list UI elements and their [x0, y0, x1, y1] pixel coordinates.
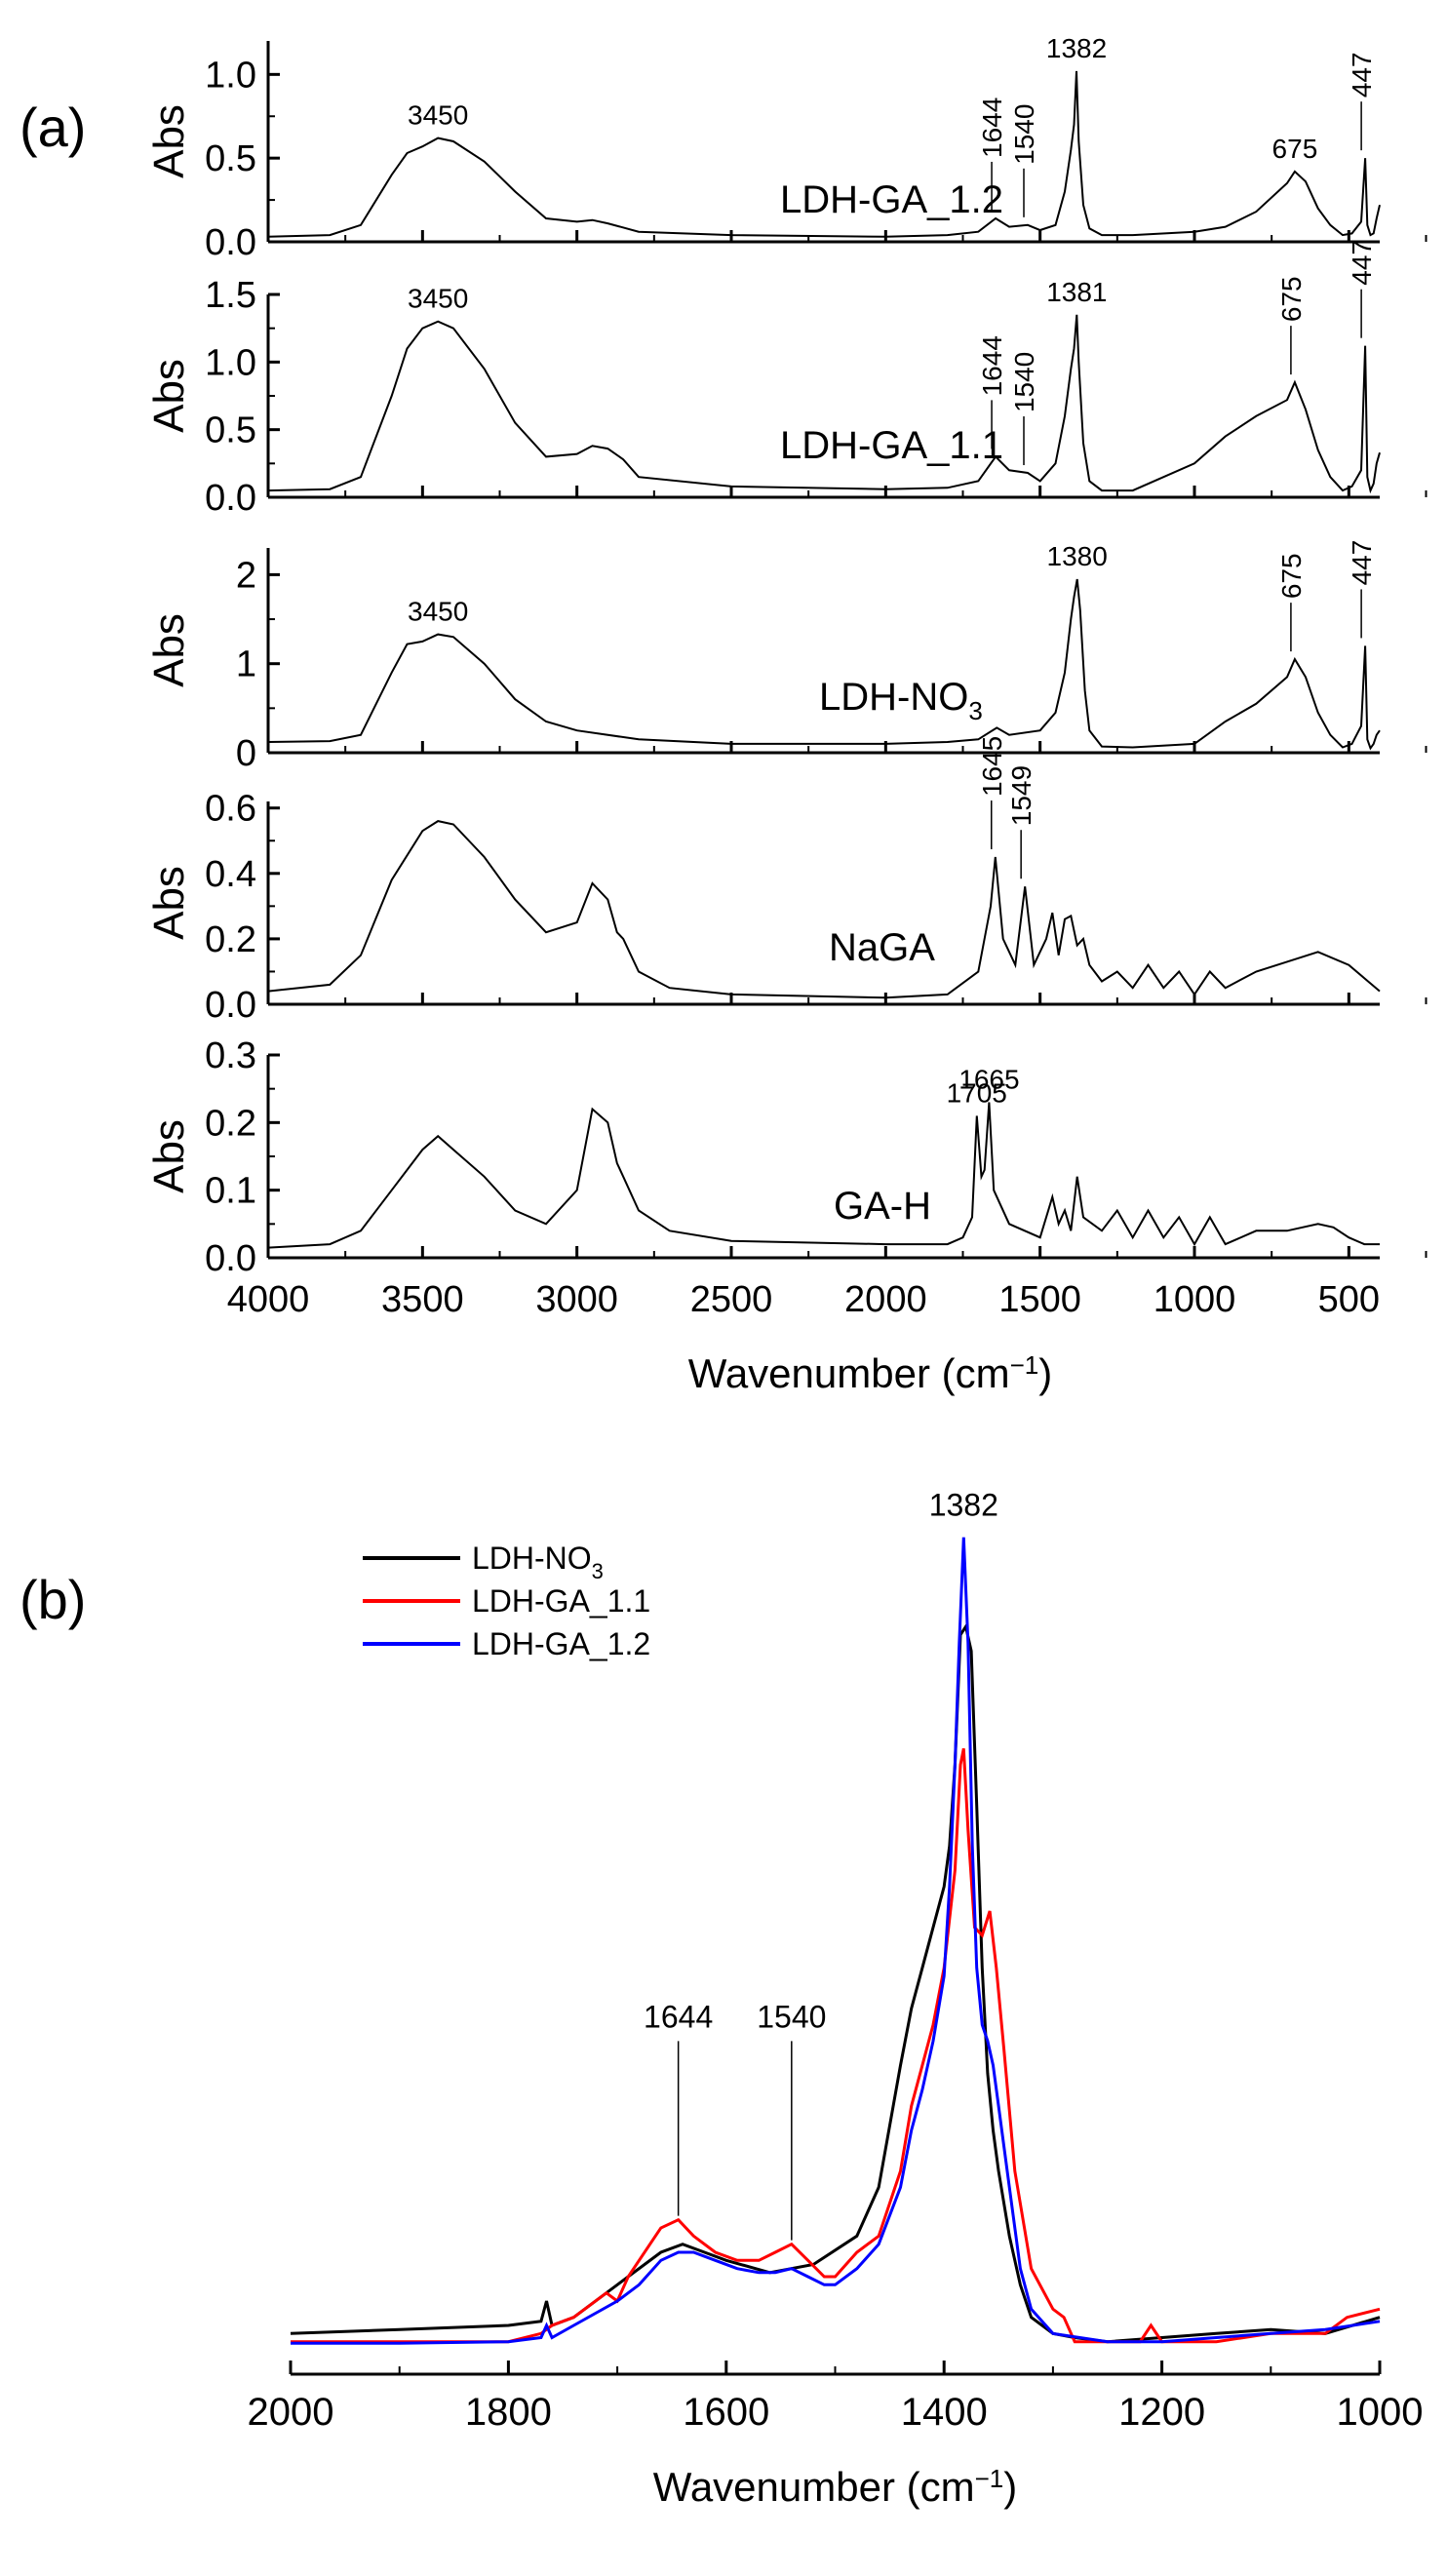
peak-label: 3450 [408, 597, 468, 627]
panel-a-x-axis: 4000 3500 3000 2500 2000 1500 1000 500 Wavenumbe… [227, 1279, 1380, 1396]
y-tick-label: 0.0 [205, 1238, 256, 1279]
y-tick-label: 0.5 [205, 410, 256, 451]
x-tick-label: 1200 [1118, 2391, 1205, 2434]
spectrum-line [267, 314, 1381, 494]
legend-label: LDH-GA_1.2 [472, 1626, 650, 1661]
y-tick-label: 0.0 [205, 478, 256, 519]
subplot-ldh-ga-1-1: 0.0 0.5 1.0 1.5 Abs LDH-GA_1.1 3450 1644 1540 138… [145, 240, 1427, 519]
peak-label: 1645 [977, 736, 1007, 797]
y-axis-label: Abs [145, 866, 193, 940]
series-line-ldh-ga-1-2 [291, 1537, 1381, 2345]
x-tick-label: 1000 [1337, 2391, 1424, 2434]
peak-label: 1382 [1046, 33, 1107, 63]
spectrum-line [267, 70, 1381, 238]
x-tick-label: 4000 [227, 1279, 310, 1320]
y-axis-label: Abs [145, 359, 193, 433]
sample-label: LDH-NO3 [819, 676, 983, 725]
peak-label: 1705 [947, 1077, 1007, 1108]
y-tick-label: 1.5 [205, 275, 256, 316]
panel-b: 2000 1800 1600 1400 1200 1000 Wavenumber (cm−1… [248, 1488, 1424, 2510]
sample-label: NaGA [829, 926, 935, 969]
peak-label: 675 [1276, 276, 1307, 322]
series-line-ldh-no3 [290, 1622, 1381, 2344]
x-tick-label: 3500 [381, 1279, 464, 1320]
peak-label: 1540 [1009, 104, 1039, 165]
panel-b-label: (b) [20, 1569, 86, 1630]
peak-label: 447 [1347, 540, 1377, 586]
x-tick-label: 1500 [998, 1279, 1081, 1320]
peak-label: 675 [1276, 553, 1307, 599]
y-tick-label: 0.5 [205, 138, 256, 179]
peak-label: 1380 [1047, 541, 1108, 571]
y-tick-label: 0.1 [205, 1171, 256, 1212]
peak-label: 1549 [1006, 765, 1036, 826]
spectrum-line [267, 1102, 1380, 1249]
subplot-ldh-no3: 0 1 2 Abs LDH-NO3 3450 1380 675 447 [145, 540, 1427, 774]
peak-label: 1644 [644, 1999, 713, 2034]
peak-label: 447 [1347, 240, 1377, 286]
x-axis-label: Wavenumber (cm−1) [653, 2464, 1018, 2510]
sample-label: LDH-GA_1.1 [780, 424, 1003, 467]
peak-label: 1540 [757, 1999, 826, 2034]
y-tick-label: 0.2 [205, 1103, 256, 1144]
legend-label: LDH-GA_1.1 [472, 1583, 650, 1619]
y-tick-label: 0.2 [205, 919, 256, 960]
x-tick-label: 3000 [535, 1279, 618, 1320]
y-tick-label: 2 [236, 555, 256, 596]
peak-label: 1644 [977, 335, 1007, 396]
y-tick-label: 0.0 [205, 222, 256, 263]
sample-label: LDH-GA_1.2 [780, 178, 1003, 221]
peak-label: 1644 [977, 98, 1007, 158]
x-tick-label: 1400 [901, 2391, 988, 2434]
x-tick-label: 1000 [1154, 1279, 1236, 1320]
y-tick-label: 1 [236, 644, 256, 685]
sample-label: GA-H [834, 1185, 931, 1228]
y-axis-label: Abs [145, 613, 193, 687]
y-tick-label: 0.3 [205, 1035, 256, 1076]
x-tick-label: 2000 [844, 1279, 927, 1320]
x-tick-label: 2000 [248, 2391, 334, 2434]
spectrum-line [267, 820, 1381, 999]
y-axis-label: Abs [145, 104, 193, 178]
panel-a-label: (a) [20, 97, 86, 158]
x-tick-label: 2500 [690, 1279, 773, 1320]
x-tick-label: 500 [1318, 1279, 1380, 1320]
y-tick-label: 0.6 [205, 789, 256, 830]
x-axis-label: Wavenumber (cm−1) [688, 1350, 1053, 1396]
peak-label: 675 [1272, 134, 1318, 164]
subplot-naga: 0.0 0.2 0.4 0.6 Abs NaGA 1645 1549 [145, 736, 1427, 1026]
peak-label: 1540 [1009, 352, 1039, 412]
peak-label: 1381 [1046, 277, 1107, 307]
y-tick-label: 1.0 [205, 55, 256, 96]
x-tick-label: 1600 [683, 2391, 769, 2434]
peak-label: 3450 [408, 100, 468, 131]
peak-label: 447 [1347, 52, 1377, 98]
y-tick-label: 1.0 [205, 342, 256, 383]
y-tick-label: 0 [236, 733, 256, 774]
subplot-ldh-ga-1-2: 0.0 0.5 1.0 Abs LDH-GA_1.2 3450 1644 1540 1382 67… [145, 33, 1427, 263]
peak-label: 1665 [958, 1065, 1019, 1095]
peak-label: 1382 [929, 1488, 998, 1523]
y-axis-label: Abs [145, 1119, 193, 1193]
y-tick-label: 0.4 [205, 854, 256, 895]
series-line-ldh-ga-1-1 [291, 1748, 1381, 2344]
peak-label: 3450 [408, 284, 468, 314]
y-tick-label: 0.0 [205, 985, 256, 1026]
x-tick-label: 1800 [465, 2391, 552, 2434]
legend-label: LDH-NO3 [472, 1541, 604, 1583]
spectrum-line [267, 578, 1381, 751]
